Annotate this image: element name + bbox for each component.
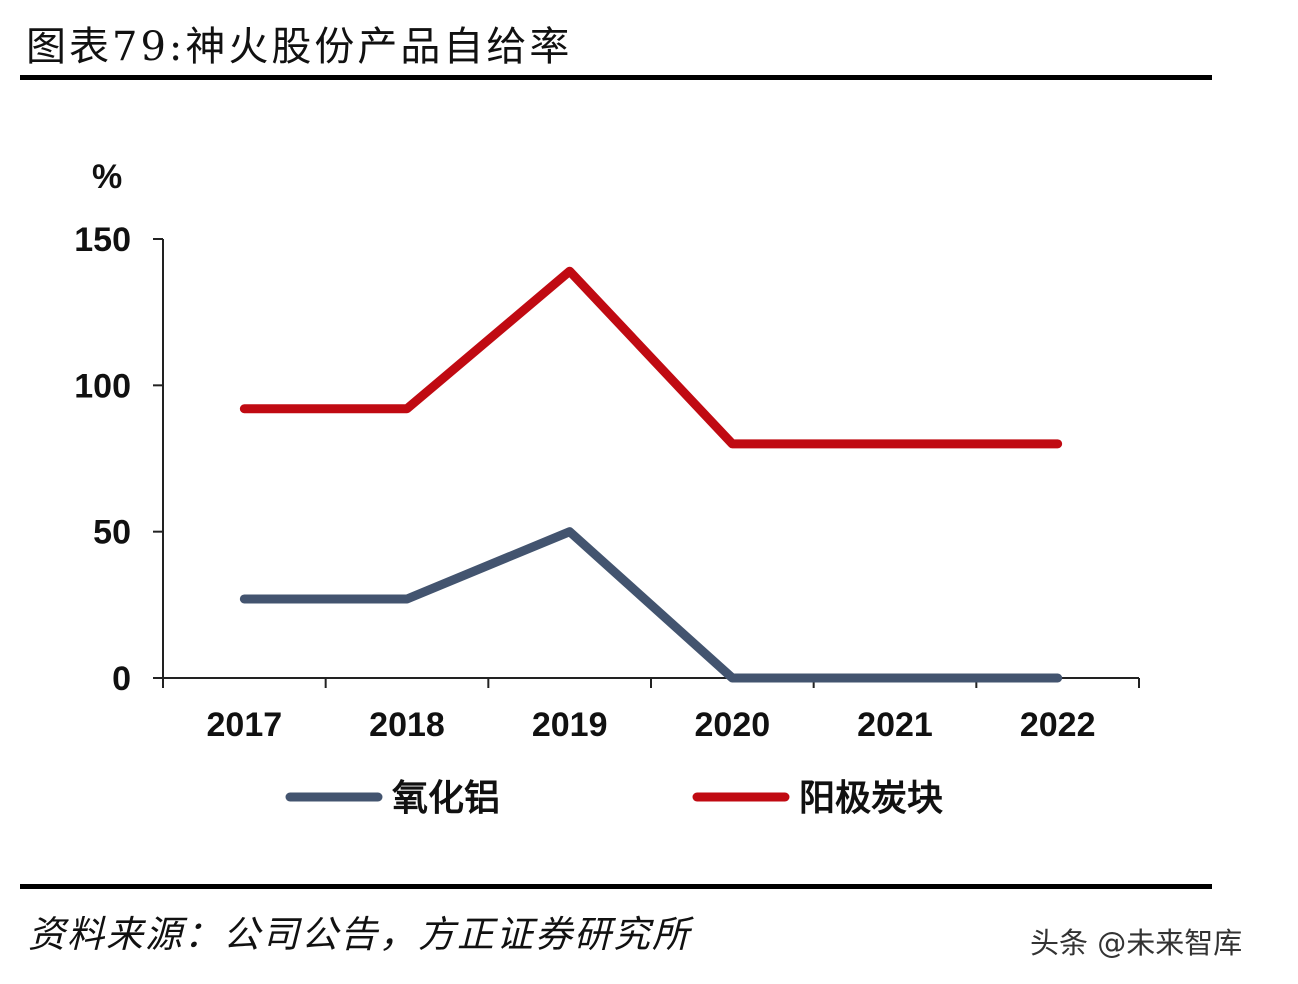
legend: 氧化铝 阳极炭块 — [285, 778, 943, 819]
x-tick-label: 2021 — [857, 706, 933, 744]
watermark: 头条 @未来智库 — [1030, 926, 1243, 960]
x-tick-label: 2017 — [207, 706, 283, 744]
y-axis-unit: % — [92, 158, 122, 196]
bottom-rule — [20, 884, 1212, 889]
x-tick-label: 2022 — [1020, 706, 1096, 744]
y-tick-label: 100 — [74, 367, 131, 405]
series-lines — [239, 266, 1063, 683]
x-tick-label: 2019 — [532, 706, 608, 744]
y-tick-label: 150 — [74, 221, 131, 259]
legend-label: 氧化铝 — [392, 778, 500, 819]
legend-label: 阳极炭块 — [799, 778, 943, 819]
y-tick-label: 0 — [112, 660, 131, 698]
y-tick-label: 50 — [93, 514, 131, 552]
series-line-0 — [239, 527, 1063, 683]
x-ticks: 2017 2018 2019 2020 2021 2022 — [162, 678, 1140, 744]
chart-title: 图表79:神火股份产品自给率 — [26, 24, 573, 70]
top-rule — [20, 75, 1212, 80]
source-note: 资料来源：公司公告，方正证券研究所 — [28, 913, 691, 956]
x-tick-label: 2018 — [369, 706, 445, 744]
y-ticks: 0 50 100 150 — [74, 221, 163, 698]
series-line-1 — [239, 266, 1063, 449]
x-tick-label: 2020 — [695, 706, 771, 744]
